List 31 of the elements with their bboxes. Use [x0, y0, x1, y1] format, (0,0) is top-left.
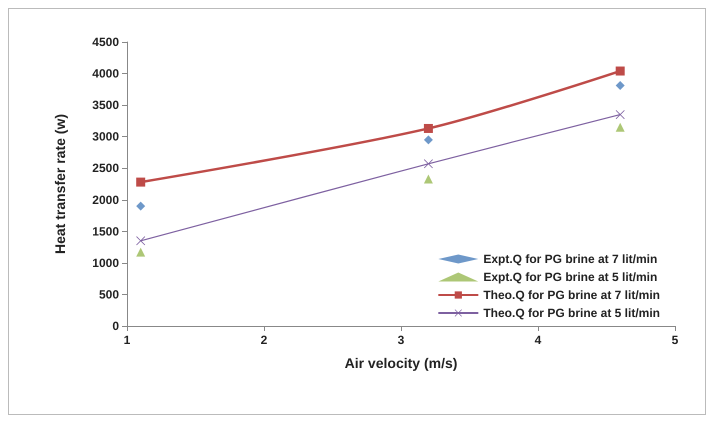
- point: [136, 248, 146, 257]
- point: [136, 236, 146, 246]
- y-tick-label: 4500: [92, 35, 120, 49]
- y-tick-label: 1000: [92, 256, 120, 270]
- point: [616, 81, 625, 90]
- y-tick-label: 1500: [92, 224, 120, 238]
- y-tick-label: 0: [112, 319, 120, 333]
- point: [136, 178, 146, 187]
- x-axis-title: Air velocity (m/s): [344, 355, 458, 371]
- point: [424, 174, 433, 184]
- point: [136, 202, 146, 211]
- y-tick-label: 4000: [92, 66, 120, 81]
- y-tick-label: 2000: [92, 192, 120, 207]
- y-tick-label: 2500: [92, 161, 120, 176]
- x-tick-label: 4: [534, 333, 542, 347]
- legend-label: Expt.Q for PG brine at 7 lit/min: [483, 252, 658, 266]
- y-tick-label: 3000: [92, 130, 120, 144]
- x-tick-label: 5: [672, 333, 679, 347]
- legend-label: Theo.Q for PG brine at 5 lit/min: [483, 306, 660, 320]
- y-tick-label: 3500: [92, 98, 120, 112]
- y-axis-title: Heat transfer rate (w): [52, 114, 68, 254]
- legend-label: Theo.Q for PG brine at 7 lit/min: [483, 288, 660, 302]
- x-tick-label: 2: [260, 333, 268, 347]
- y-tick-label: 500: [98, 287, 120, 302]
- x-tick-label: 1: [124, 333, 131, 347]
- point: [616, 122, 625, 132]
- x-tick-label: 3: [398, 333, 405, 347]
- legend-label: Expt.Q for PG brine at 5 lit/min: [483, 270, 658, 284]
- point: [424, 135, 433, 144]
- point: [424, 124, 433, 133]
- point: [616, 66, 625, 76]
